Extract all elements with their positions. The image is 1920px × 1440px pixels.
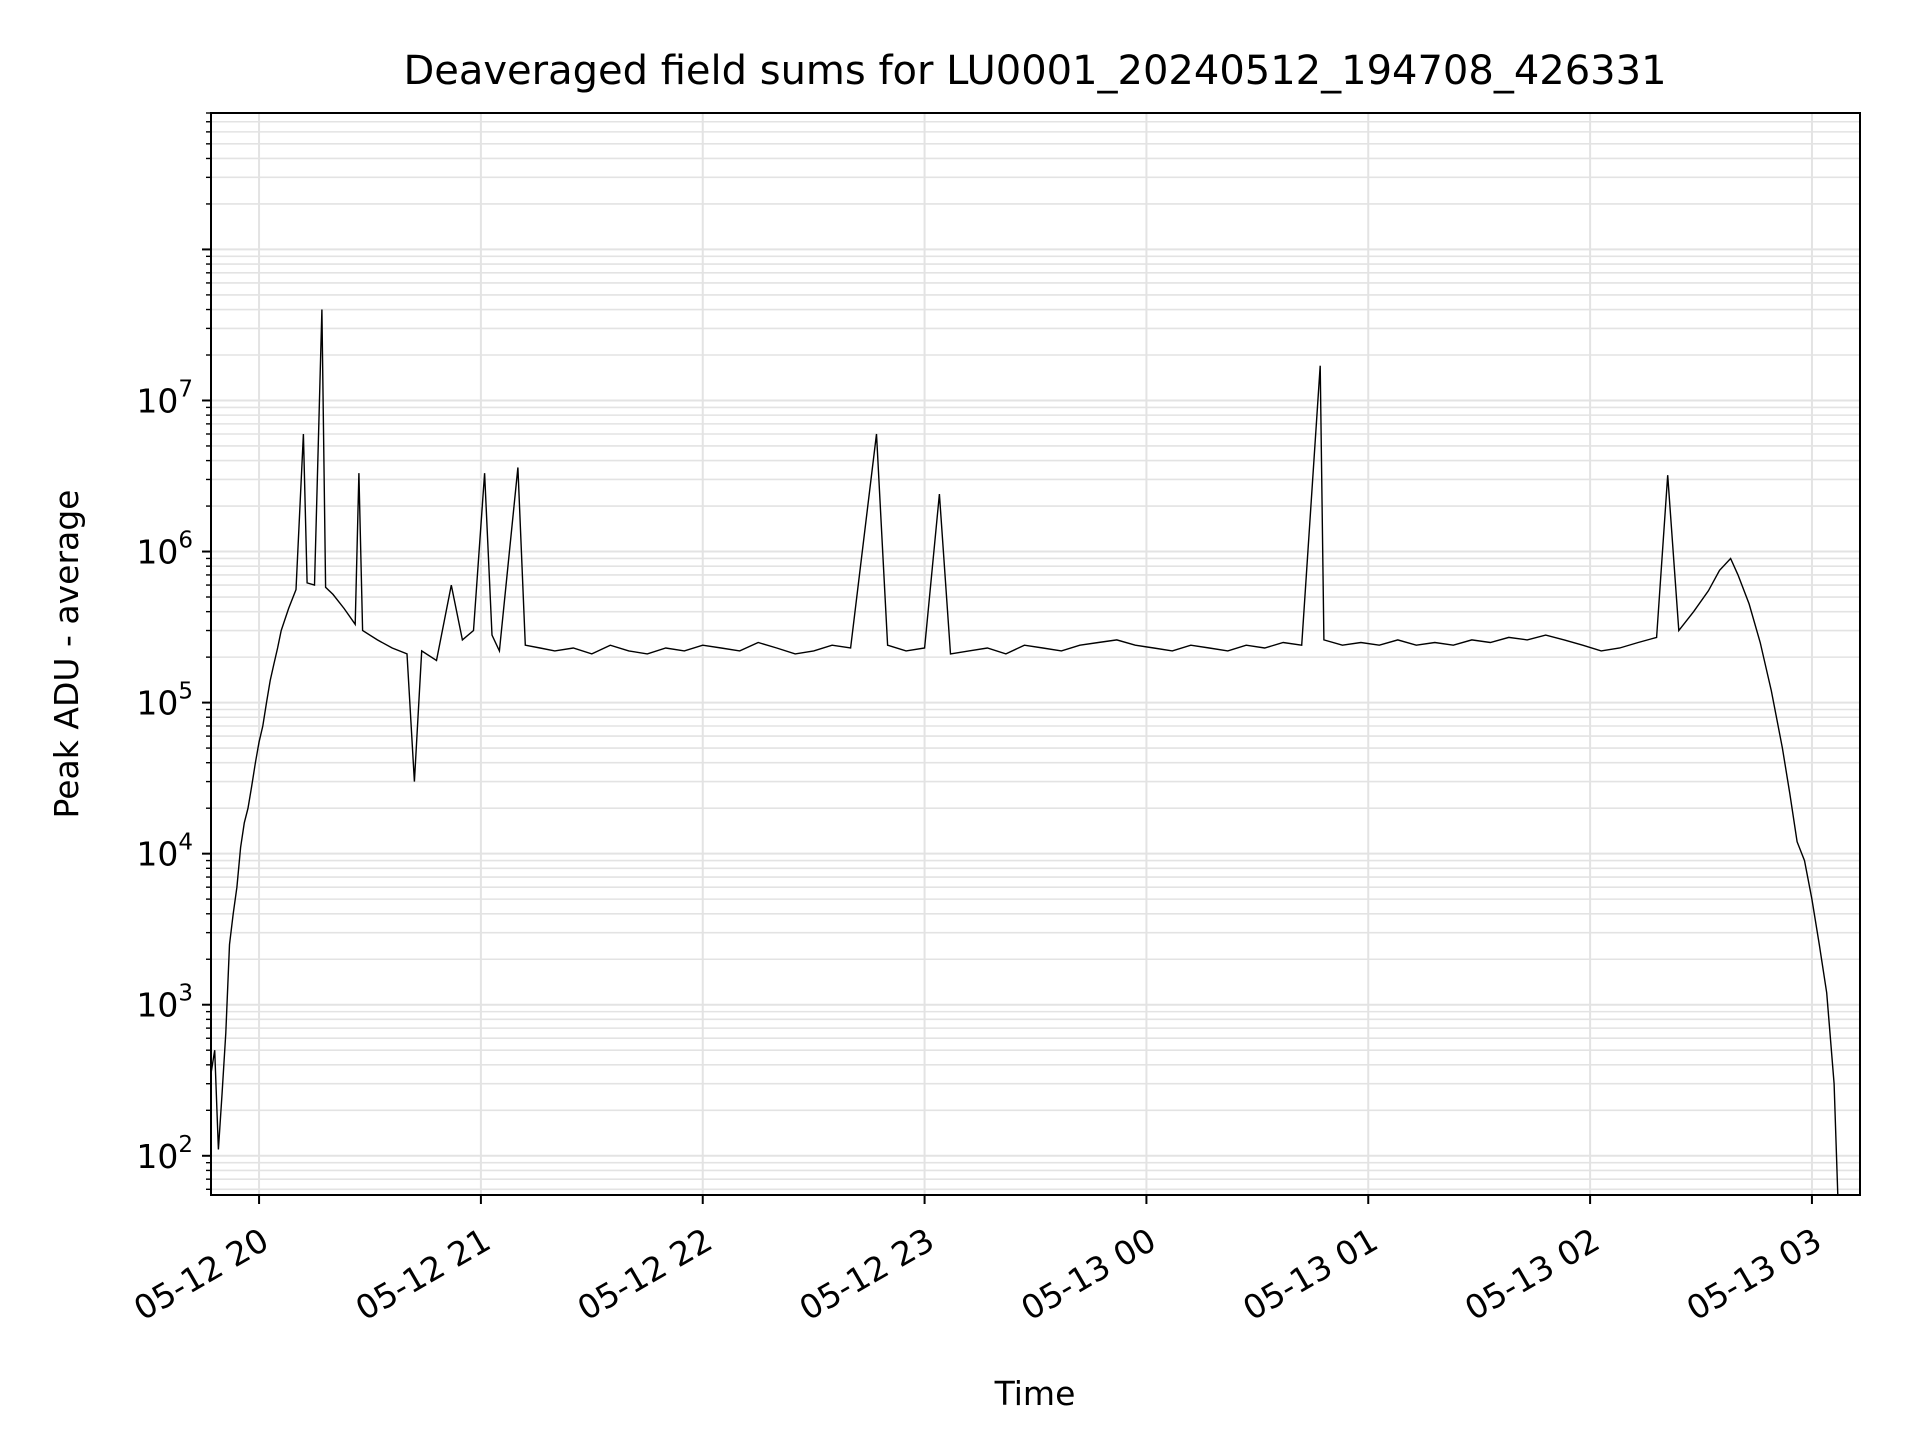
line-layer (210, 309, 1839, 1196)
y-tick-label: 103 (136, 981, 193, 1025)
y-axis-label: Peak ADU - average (47, 490, 86, 819)
series-line (210, 309, 1839, 1196)
y-tick-label: 102 (136, 1132, 193, 1176)
y-tick-label: 105 (136, 679, 193, 723)
chart-title: Deaveraged field sums for LU0001_2024051… (403, 48, 1666, 94)
y-tick-label: 104 (136, 830, 193, 874)
y-tick-label: 107 (136, 376, 193, 420)
plot-area-frame (210, 112, 1861, 1196)
grid-layer (211, 112, 1860, 1195)
y-tick-label: 106 (136, 528, 193, 572)
x-axis-label: Time (994, 1374, 1076, 1413)
